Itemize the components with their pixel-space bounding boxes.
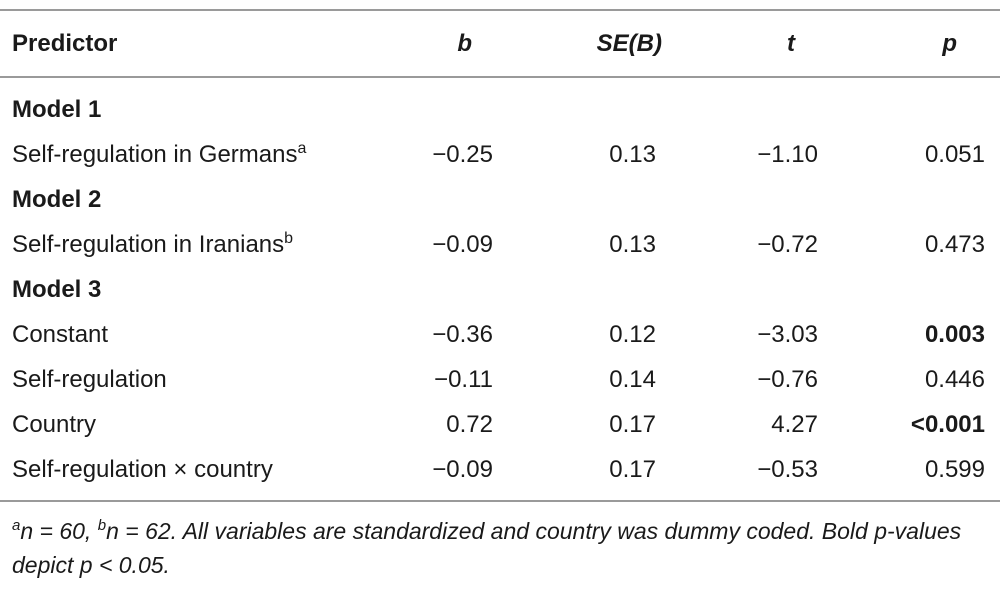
t-value: −0.72 [757, 231, 818, 258]
model-label: Model 2 [12, 185, 101, 215]
b-value: −0.36 [432, 321, 493, 348]
header-t: t [787, 30, 795, 57]
predictor-label: Self-regulation [12, 365, 167, 395]
predictor-label: Country [12, 410, 96, 440]
table-row: Country 0.72 0.17 4.27 <0.001 [0, 405, 1000, 450]
table-row: Self-regulation in Iraniansb −0.09 0.13 −0.… [0, 225, 1000, 270]
predictor-label-text: Self-regulation in Germans [12, 141, 298, 168]
predictor-label-text: Country [12, 411, 97, 438]
model-group-row: Model 1 [0, 90, 1000, 135]
predictor-label-text: Model 2 [12, 186, 102, 213]
predictor-label: Self-regulation in Germansa [12, 140, 306, 170]
table-header: Predictor b SE(B) t p [0, 11, 1000, 76]
footnote-part-b: n = 62. All variables are standardized a… [12, 518, 962, 578]
se-value: 0.14 [609, 366, 656, 393]
footnote-sup-a: a [12, 517, 21, 534]
table-footnote: an = 60, bn = 62. All variables are stan… [12, 514, 990, 582]
predictor-label-text: Self-regulation × country [12, 456, 273, 483]
b-value: −0.09 [432, 231, 493, 258]
table-bottom-rule [0, 500, 1000, 502]
footnote-part-a: n = 60, [20, 518, 98, 544]
t-value: −1.10 [757, 141, 818, 168]
table-row: Self-regulation in Germansa −0.25 0.13 −1.1… [0, 135, 1000, 180]
b-value: −0.09 [432, 456, 493, 483]
predictor-label-text: Self-regulation in Iranians [12, 231, 285, 258]
p-value: 0.599 [924, 456, 985, 483]
predictor-label-text: Self-regulation [12, 366, 167, 393]
footnote-sup-b: b [97, 517, 107, 534]
model-group-row: Model 3 [0, 270, 1000, 315]
b-value: −0.25 [432, 141, 493, 168]
table-row: Constant −0.36 0.12 −3.03 0.003 [0, 315, 1000, 360]
t-value: −0.53 [757, 456, 818, 483]
header-p: p [942, 30, 957, 57]
predictor-label: Self-regulation in Iraniansb [12, 230, 293, 260]
predictor-label: Constant [12, 320, 108, 350]
header-se: SE(B) [596, 30, 662, 57]
model-label: Model 3 [12, 275, 101, 305]
p-value: <0.001 [910, 411, 985, 438]
p-value: 0.051 [924, 141, 985, 168]
model-label: Model 1 [12, 95, 101, 125]
se-value: 0.13 [609, 231, 656, 258]
b-value: −0.11 [434, 366, 493, 393]
table-row: Self-regulation −0.11 0.14 −0.76 0.446 [0, 360, 1000, 405]
p-value: 0.003 [924, 321, 985, 348]
p-value: 0.446 [924, 366, 985, 393]
model-group-row: Model 2 [0, 180, 1000, 225]
header-b: b [457, 30, 472, 57]
predictor-footnote-marker: a [297, 140, 307, 157]
b-value: 0.72 [446, 411, 493, 438]
table-top-rule [0, 9, 1000, 11]
header-predictor: Predictor [12, 30, 118, 57]
table-row: Self-regulation × country −0.09 0.17 −0.53 0… [0, 450, 1000, 495]
predictor-footnote-marker: b [284, 230, 294, 247]
p-value: 0.473 [924, 231, 985, 258]
se-value: 0.12 [609, 321, 656, 348]
predictor-label-text: Model 3 [12, 276, 102, 303]
t-value: 4.27 [771, 411, 818, 438]
predictor-label-text: Constant [12, 321, 109, 348]
se-value: 0.17 [609, 411, 656, 438]
se-value: 0.13 [609, 141, 656, 168]
t-value: −0.76 [757, 366, 818, 393]
predictor-label-text: Model 1 [12, 96, 102, 123]
table-header-rule [0, 76, 1000, 78]
se-value: 0.17 [609, 456, 656, 483]
t-value: −3.03 [757, 321, 818, 348]
predictor-label: Self-regulation × country [12, 455, 273, 485]
